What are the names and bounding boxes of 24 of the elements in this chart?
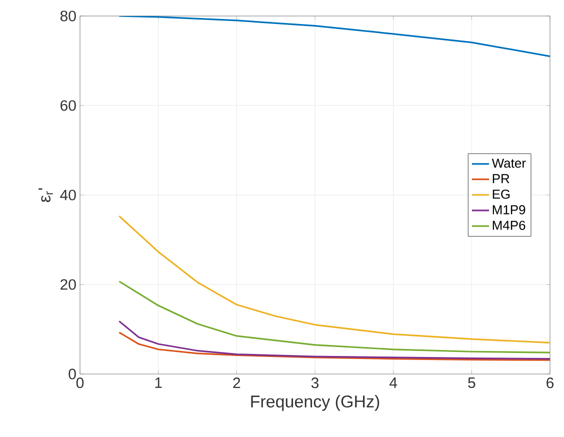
y-tick-label: 80 xyxy=(60,10,76,22)
line-series xyxy=(118,215,550,344)
y-tick-label: 40 xyxy=(60,190,76,200)
legend-label: M1P9 xyxy=(492,205,526,214)
x-tick-label: 0 xyxy=(76,378,84,388)
legend-label: EG xyxy=(492,190,510,199)
y-tick-label: 20 xyxy=(60,279,76,290)
x-tick-label: 2 xyxy=(233,378,240,388)
x-tick-label: 4 xyxy=(390,378,398,388)
line-series xyxy=(118,280,550,354)
line-series xyxy=(118,16,550,58)
line-series xyxy=(118,332,550,361)
x-tick-label: 5 xyxy=(468,378,476,388)
y-tick-label: 0 xyxy=(68,368,76,380)
legend-label: PR xyxy=(492,174,510,184)
x-tick-label: 1 xyxy=(155,378,162,388)
x-axis-title: Frequency (GHz) xyxy=(251,395,380,411)
y-axis-title: ε$_{r}$' xyxy=(38,188,53,202)
x-tick-label: 3 xyxy=(311,378,319,388)
y-tick-label: 60 xyxy=(60,100,76,111)
legend-label: Water xyxy=(492,158,526,168)
legend-label: M4P6 xyxy=(492,220,526,230)
x-tick-label: 6 xyxy=(546,378,554,388)
line-series xyxy=(118,320,550,360)
